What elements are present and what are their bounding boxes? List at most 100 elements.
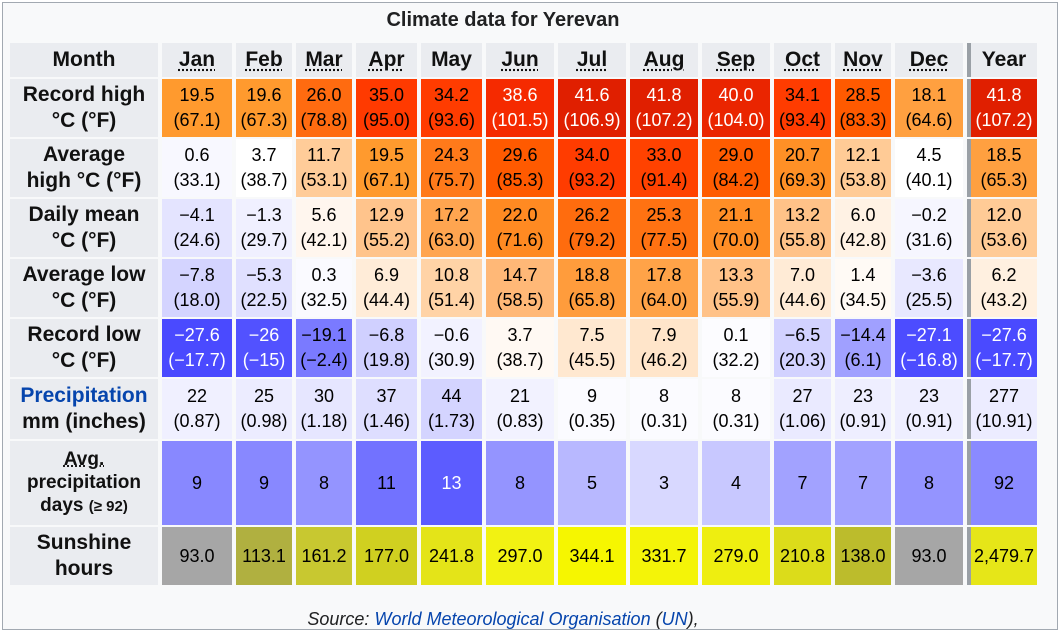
sunshine-hours-label-line: Sunshine [36, 531, 132, 554]
cell-secondary: (44.6) [778, 290, 827, 310]
cell-secondary: (78.8) [300, 110, 348, 130]
cell-celsius: 41.6 [574, 85, 610, 105]
sunshine-hours-cell: 331.7 [630, 527, 698, 585]
sunshine-hours-cell: 113.1 [236, 527, 292, 585]
cell-celsius: 18.5 [986, 145, 1022, 165]
cell-value: 92 [993, 472, 1015, 493]
cell-celsius: 22 [186, 386, 208, 406]
month-sep[interactable]: Sep [702, 43, 770, 77]
daily-mean-cell: 26.2 (79.2) [558, 199, 626, 257]
average-low-year-cell: 6.2 (43.2) [967, 259, 1037, 317]
precipitation-days-label: Avg. precipitation days (≥ 92) [10, 441, 158, 525]
precipitation-label[interactable]: Precipitation mm (inches) [10, 379, 158, 439]
cell-celsius: −6.8 [368, 325, 405, 345]
month-jun[interactable]: Jun [486, 43, 554, 77]
cell-secondary: (107.2) [635, 110, 693, 130]
average-high-cell: 29.6 (85.3) [486, 139, 554, 197]
average-low-cell: −7.8 (18.0) [162, 259, 232, 317]
precipitation-cell: 8 (0.31) [630, 379, 698, 439]
climate-table: Month Jan Feb Mar Apr May Jun Jul Aug Se… [6, 41, 1041, 587]
cell-celsius: 12.9 [368, 205, 405, 225]
precipitation-days-cell: 8 [895, 441, 963, 525]
month-mar[interactable]: Mar [296, 43, 352, 77]
sunshine-hours-label-line: hours [54, 557, 114, 580]
average-low-cell: 6.9 (44.4) [356, 259, 417, 317]
cell-celsius: 27 [792, 386, 813, 406]
cell-secondary: (43.2) [980, 290, 1028, 310]
cell-celsius: 25 [253, 386, 275, 406]
cell-celsius: 34.1 [784, 85, 821, 105]
precipitation-cell: 8 (0.31) [702, 379, 770, 439]
precipitation-cell: 27 (1.06) [774, 379, 831, 439]
month-nov[interactable]: Nov [835, 43, 891, 77]
cell-celsius: −27.6 [981, 325, 1027, 345]
record-high-row: Record high °C (°F) 19.5 (67.1) 19.6 (67.3) 26… [10, 79, 1037, 137]
record-high-cell: 26.0 (78.8) [296, 79, 352, 137]
cell-celsius: 41.8 [646, 85, 682, 105]
cell-secondary: (40.1) [905, 170, 953, 190]
cell-celsius: −6.5 [784, 325, 821, 345]
cell-celsius: −4.1 [179, 205, 215, 225]
table-caption: Climate data for Yerevan [386, 9, 620, 31]
sunshine-hours-cell: 279.0 [702, 527, 770, 585]
precipitation-label-line: Precipitation [20, 384, 148, 407]
cell-secondary: (0.91) [839, 411, 887, 431]
month-aug[interactable]: Aug [630, 43, 698, 77]
cell-secondary: (107.2) [975, 110, 1033, 130]
daily-mean-cell: −1.3 (29.7) [236, 199, 292, 257]
cell-celsius: 0.1 [723, 325, 749, 345]
precipitation-cell: 37 (1.46) [356, 379, 417, 439]
source-paren-open: ( [650, 609, 662, 629]
sunshine-hours-row: Sunshine hours 93.0 113.1 161.2 177.0 241.8 297… [10, 527, 1037, 585]
precipitation-cell: 9 (0.35) [558, 379, 626, 439]
cell-secondary: (29.7) [240, 230, 288, 250]
average-high-cell: 24.3 (75.7) [421, 139, 482, 197]
cell-celsius: 7.0 [789, 265, 816, 285]
cell-celsius: 23 [918, 386, 940, 406]
record-high-cell: 41.8 (107.2) [630, 79, 698, 137]
daily-mean-label-line: Daily mean [28, 203, 140, 226]
cell-celsius: 37 [376, 386, 397, 406]
average-high-cell: 12.1 (53.8) [835, 139, 891, 197]
record-high-year-cell: 41.8 (107.2) [967, 79, 1037, 137]
cell-secondary: (1.46) [362, 411, 411, 431]
daily-mean-cell: −4.1 (24.6) [162, 199, 232, 257]
cell-value: 177.0 [363, 545, 410, 566]
record-low-cell: −6.8 (19.8) [356, 319, 417, 377]
cell-celsius: −7.8 [179, 265, 215, 285]
cell-celsius: 4.5 [916, 145, 942, 165]
cell-secondary: (83.3) [839, 110, 887, 130]
precipitation-days-cell: 13 [421, 441, 482, 525]
cell-celsius: −19.1 [301, 325, 347, 345]
cell-secondary: (32.2) [712, 350, 760, 370]
cell-celsius: 40.0 [718, 85, 754, 105]
cell-secondary: (33.1) [173, 170, 221, 190]
month-jan[interactable]: Jan [162, 43, 232, 77]
cell-celsius: 8 [658, 386, 669, 406]
month-oct[interactable]: Oct [774, 43, 831, 77]
cell-celsius: 6.0 [850, 205, 876, 225]
precipitation-year-cell: 277 (10.91) [967, 379, 1037, 439]
cell-secondary: (85.3) [496, 170, 544, 190]
cell-secondary: (19.8) [362, 350, 411, 370]
cell-celsius: 12.0 [986, 205, 1022, 225]
cell-celsius: 22.0 [502, 205, 538, 225]
month-feb[interactable]: Feb [236, 43, 292, 77]
wmo-link[interactable]: World Meteorological Organisation [374, 609, 651, 629]
average-high-label-line: high °C (°F) [26, 169, 142, 192]
cell-secondary: (70.0) [712, 230, 760, 250]
sunshine-hours-cell: 177.0 [356, 527, 417, 585]
cell-secondary: (−17.7) [168, 350, 226, 370]
daily-mean-cell: 6.0 (42.8) [835, 199, 891, 257]
cell-value: 279.0 [713, 545, 759, 566]
month-dec[interactable]: Dec [895, 43, 963, 77]
cell-secondary: (58.5) [496, 290, 544, 310]
cell-secondary: (24.6) [173, 230, 221, 250]
un-link[interactable]: UN [661, 609, 688, 629]
month-jul[interactable]: Jul [558, 43, 626, 77]
month-apr[interactable]: Apr [356, 43, 417, 77]
cell-secondary: (31.6) [905, 230, 953, 250]
cell-celsius: 13.3 [718, 265, 754, 285]
cell-secondary: (25.5) [905, 290, 953, 310]
